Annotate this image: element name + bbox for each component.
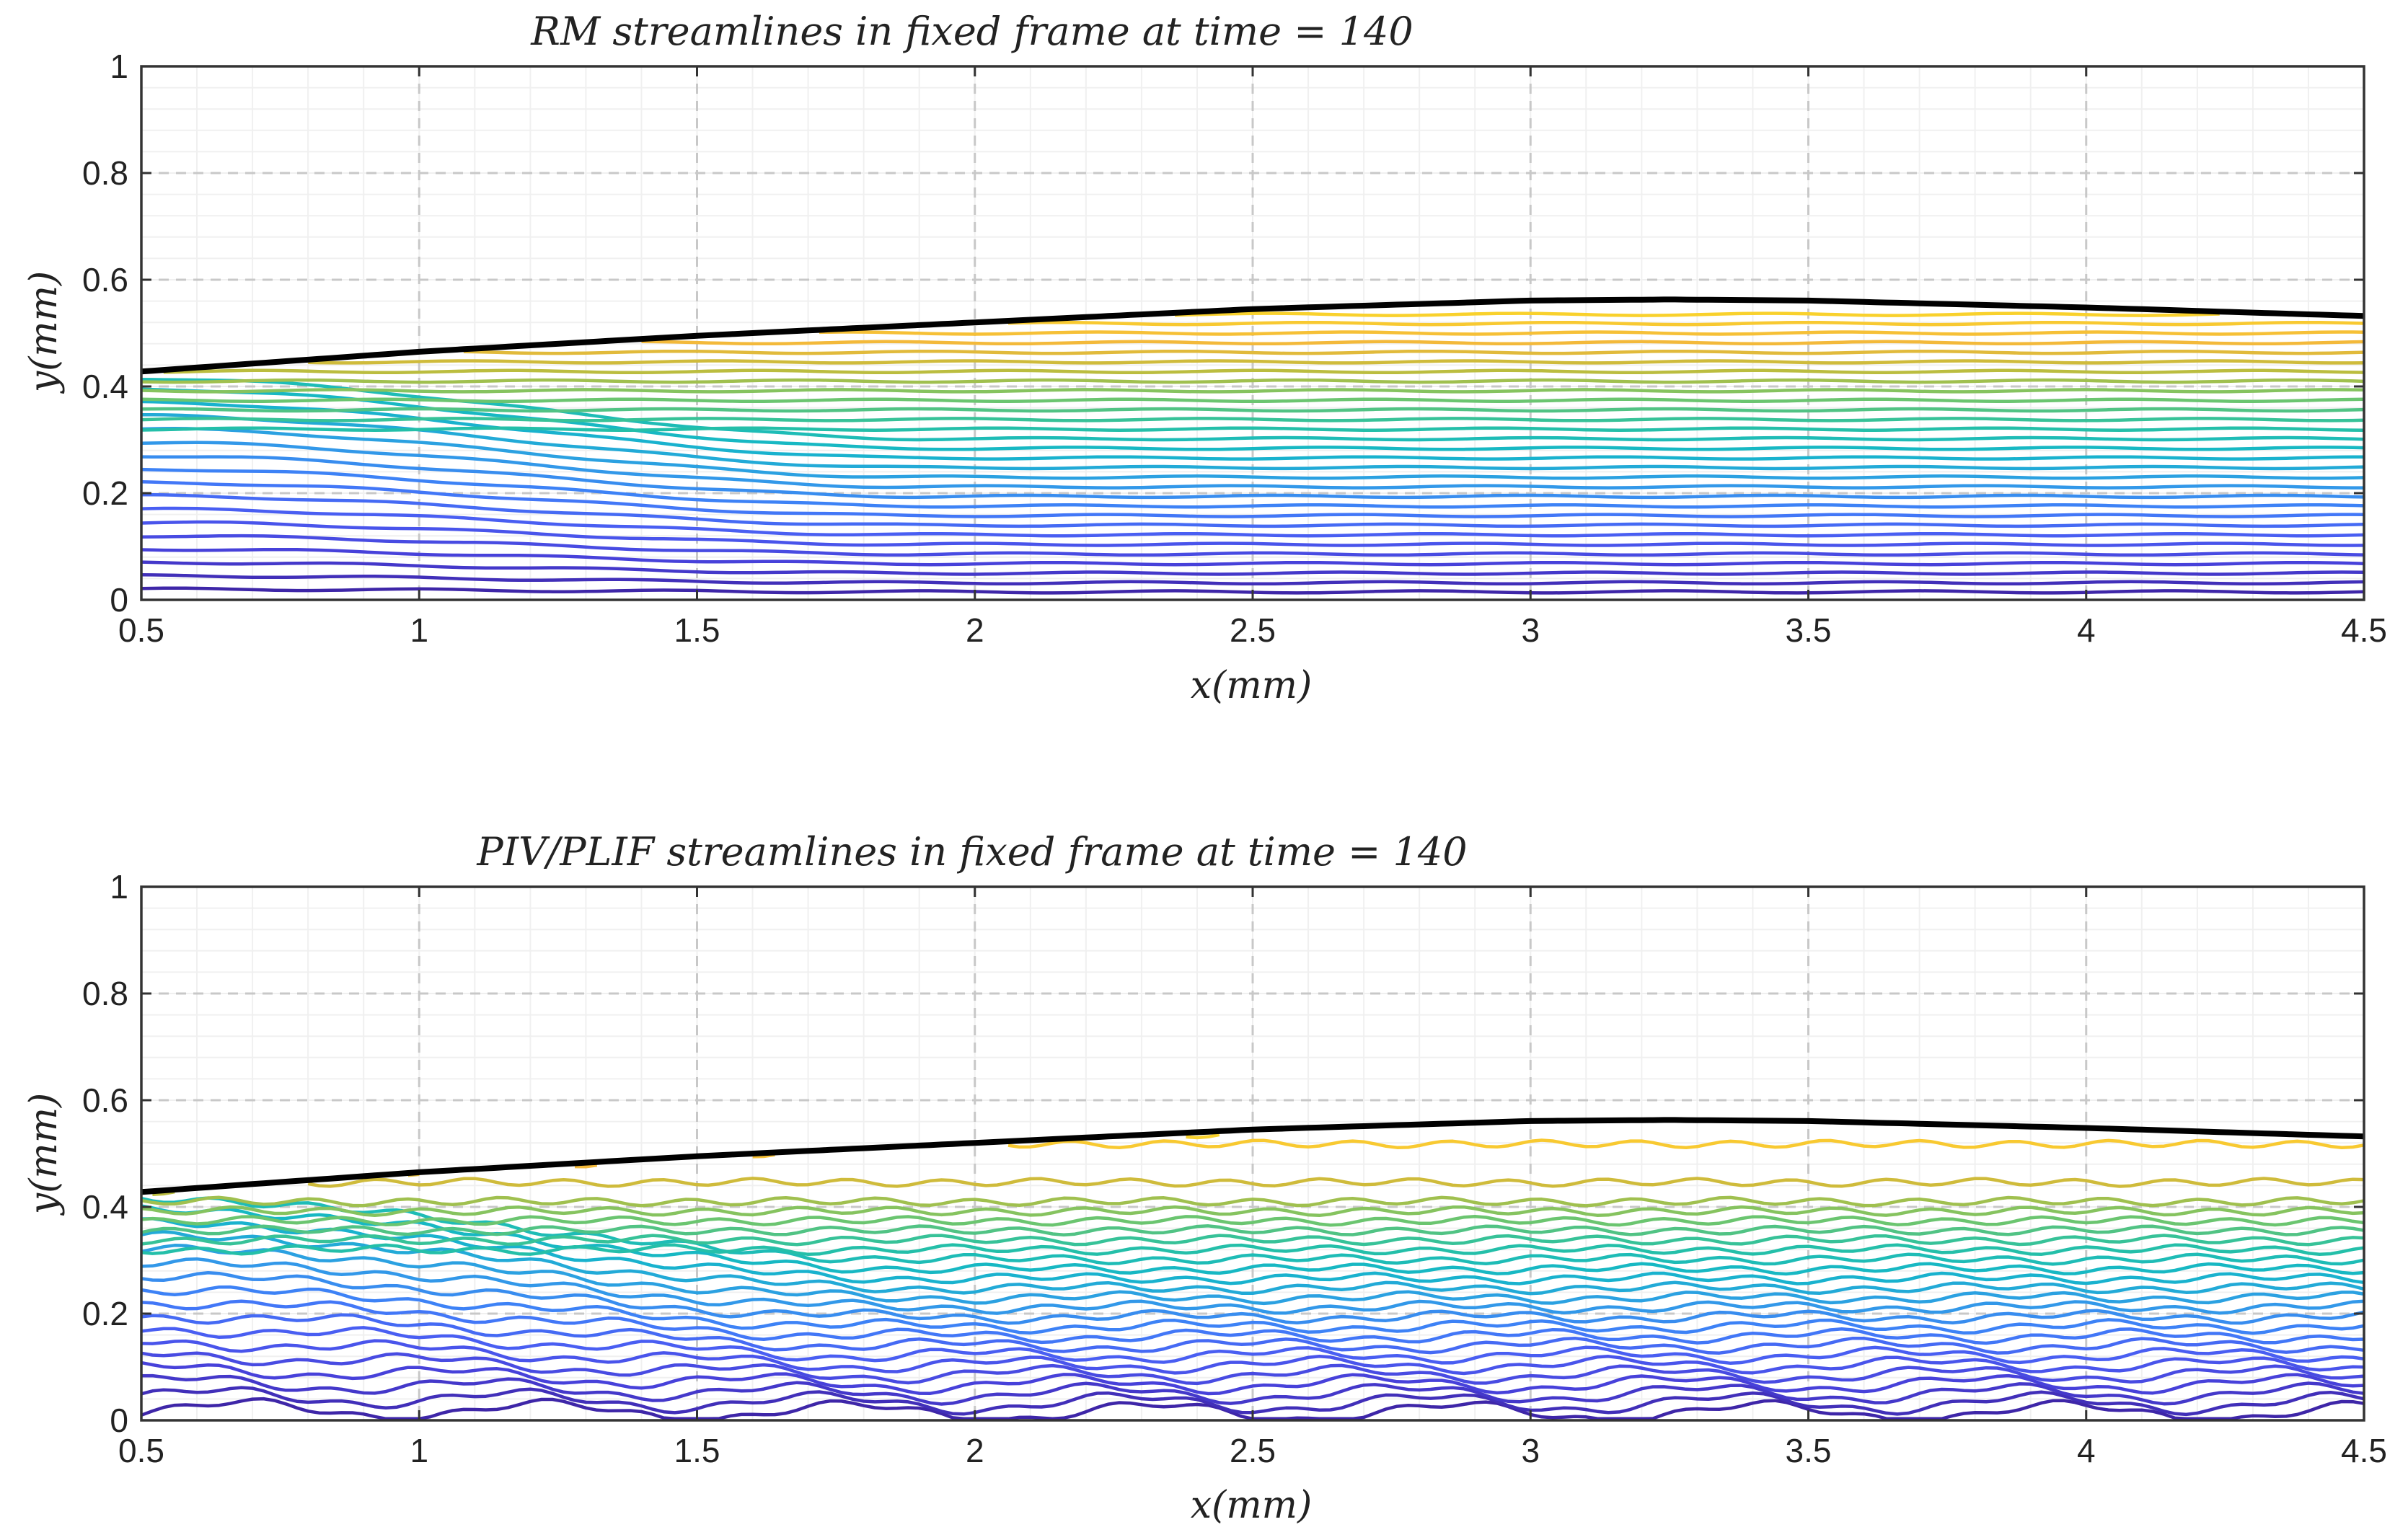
streamline xyxy=(141,426,2365,432)
streamline xyxy=(141,1313,2365,1355)
streamline xyxy=(141,1205,2365,1218)
streamline xyxy=(141,1285,2365,1335)
streamline xyxy=(141,417,2365,422)
streamline xyxy=(463,349,2365,355)
x-tick-label: 4.5 xyxy=(2341,1432,2387,1469)
streamline xyxy=(141,492,2365,528)
streamline xyxy=(141,1299,2365,1345)
streamline xyxy=(141,387,2365,451)
x-tick-label: 1.5 xyxy=(674,611,720,649)
streamline xyxy=(141,407,2365,413)
streamline xyxy=(1186,1133,1220,1140)
x-axis-label: x(mm) xyxy=(1191,664,1313,707)
streamline xyxy=(574,1163,598,1169)
y-tick-label: 0 xyxy=(110,1402,128,1439)
streamline xyxy=(308,359,2365,365)
y-tick-label: 0.6 xyxy=(82,261,128,298)
x-tick-label: 4 xyxy=(2077,1432,2096,1469)
x-tick-label: 4.5 xyxy=(2341,611,2387,649)
streamline xyxy=(141,1326,2365,1366)
streamline xyxy=(141,1214,2365,1227)
y-tick-label: 0.2 xyxy=(82,1295,128,1332)
y-tick-label: 0.8 xyxy=(82,975,128,1012)
x-tick-label: 1 xyxy=(410,1432,428,1469)
y-tick-label: 1 xyxy=(110,48,128,85)
streamline-group xyxy=(141,1133,2365,1421)
streamline xyxy=(141,479,2365,518)
streamline xyxy=(141,427,2365,480)
piv-plif-panel: PIV/PLIF streamlines in fixed frame at t… xyxy=(22,829,2387,1527)
streamline xyxy=(141,1196,2365,1266)
streamline xyxy=(141,1217,2365,1285)
streamline xyxy=(141,397,2365,403)
streamline xyxy=(141,1243,2365,1257)
streamline xyxy=(141,1339,2365,1376)
streamline-group xyxy=(141,311,2365,595)
streamline xyxy=(141,441,2364,490)
x-tick-label: 3 xyxy=(1521,611,1540,649)
streamline xyxy=(1007,320,2365,327)
y-axis-label: y(mm) xyxy=(22,1093,66,1216)
rm-panel: RM streamlines in fixed frame at time = … xyxy=(22,9,2387,707)
streamline xyxy=(141,467,2365,509)
streamline xyxy=(641,340,2365,346)
axis-ticks: 0.5 1 1.5 2 2.5 3 3.5 4 4.5 0 0.2 0.4 0.6 0.8 1 xyxy=(82,868,2387,1469)
streamline xyxy=(1175,311,2220,317)
streamline xyxy=(1007,1138,2365,1150)
y-tick-label: 0.4 xyxy=(82,368,128,405)
streamline xyxy=(141,547,2365,567)
y-tick-label: 0 xyxy=(110,581,128,619)
x-tick-label: 2.5 xyxy=(1230,611,1276,649)
x-tick-label: 2 xyxy=(966,1432,984,1469)
x-tick-label: 3.5 xyxy=(1786,1432,1832,1469)
streamline xyxy=(141,455,2365,500)
streamline xyxy=(141,506,2365,538)
x-tick-label: 4 xyxy=(2077,611,2096,649)
streamline xyxy=(141,1257,2365,1315)
streamline xyxy=(819,330,2365,336)
streamline xyxy=(141,377,2365,442)
x-tick-label: 0.5 xyxy=(118,1432,164,1469)
streamline xyxy=(141,1195,2365,1208)
y-tick-label: 0.6 xyxy=(82,1081,128,1119)
streamline xyxy=(141,1224,2365,1237)
streamline xyxy=(141,1271,2365,1325)
free-surface-line xyxy=(141,296,2365,375)
streamline xyxy=(141,413,2365,471)
streamline xyxy=(141,1351,2365,1386)
free-surface-line xyxy=(141,1117,2365,1195)
streamline xyxy=(141,1230,2365,1296)
y-tick-label: 1 xyxy=(110,868,128,906)
x-tick-label: 3 xyxy=(1521,1432,1540,1469)
x-tick-label: 2 xyxy=(966,611,984,649)
streamline xyxy=(141,1360,2365,1396)
chart-title: PIV/PLIF streamlines in fixed frame at t… xyxy=(476,829,1467,875)
x-tick-label: 2.5 xyxy=(1230,1432,1276,1469)
streamline xyxy=(141,560,2365,576)
streamline xyxy=(141,1373,2365,1406)
y-tick-label: 0.8 xyxy=(82,154,128,192)
y-tick-label: 0.2 xyxy=(82,474,128,512)
y-tick-label: 0.4 xyxy=(82,1188,128,1226)
streamline xyxy=(307,1177,2365,1188)
streamline xyxy=(141,534,2365,557)
streamline xyxy=(141,1234,2365,1247)
axis-ticks: 0.5 1 1.5 2 2.5 3 3.5 4 4.5 0 0.2 0.4 0.6 0.8 1 xyxy=(82,48,2387,649)
streamline xyxy=(141,378,2365,384)
streamline xyxy=(141,388,2365,394)
streamline xyxy=(163,368,2365,375)
y-axis-label: y(mm) xyxy=(22,271,66,394)
streamline xyxy=(141,572,2365,586)
x-tick-label: 0.5 xyxy=(118,611,164,649)
x-tick-label: 1.5 xyxy=(674,1432,720,1469)
chart-title: RM streamlines in fixed frame at time = … xyxy=(530,9,1413,54)
streamline xyxy=(141,1204,2365,1276)
streamline xyxy=(141,1244,2365,1306)
x-tick-label: 1 xyxy=(410,611,428,649)
x-tick-label: 3.5 xyxy=(1786,611,1832,649)
streamline xyxy=(141,520,2365,547)
x-axis-label: x(mm) xyxy=(1191,1484,1313,1527)
